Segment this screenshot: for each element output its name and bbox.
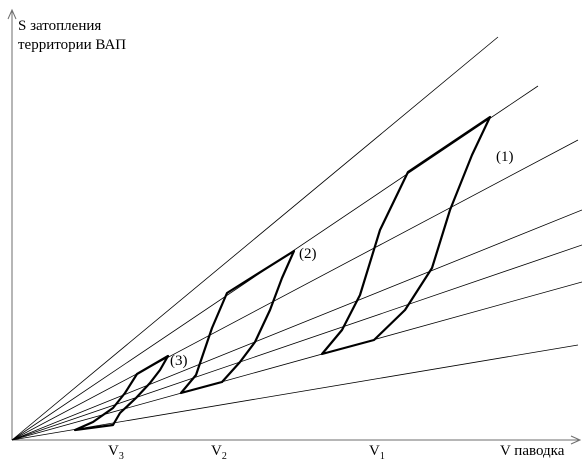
ray-7	[11, 344, 579, 441]
loop-label-3: (3)	[170, 353, 188, 369]
ray-5	[11, 244, 582, 441]
x-tick-v3: V3	[108, 443, 124, 461]
x-tick-v1: V1	[369, 443, 385, 461]
y-axis-arrowhead	[7, 8, 17, 20]
y-axis-label-line2: территории ВАП	[18, 37, 127, 53]
ray-4	[11, 209, 582, 441]
loop-3	[73, 354, 170, 432]
loop-label-2: (2)	[299, 246, 317, 262]
ray-1	[11, 36, 499, 441]
x-tick-v2: V2	[211, 443, 227, 461]
y-axis-label-line1: S затопления	[18, 18, 102, 34]
ray-6	[11, 281, 582, 441]
ray-3	[11, 139, 579, 441]
x-axis-label: V паводка	[500, 443, 565, 459]
loop-2	[179, 249, 296, 395]
loop-label-1: (1)	[496, 149, 514, 165]
x-axis-arrowhead	[570, 435, 582, 445]
loop-1	[320, 115, 492, 356]
